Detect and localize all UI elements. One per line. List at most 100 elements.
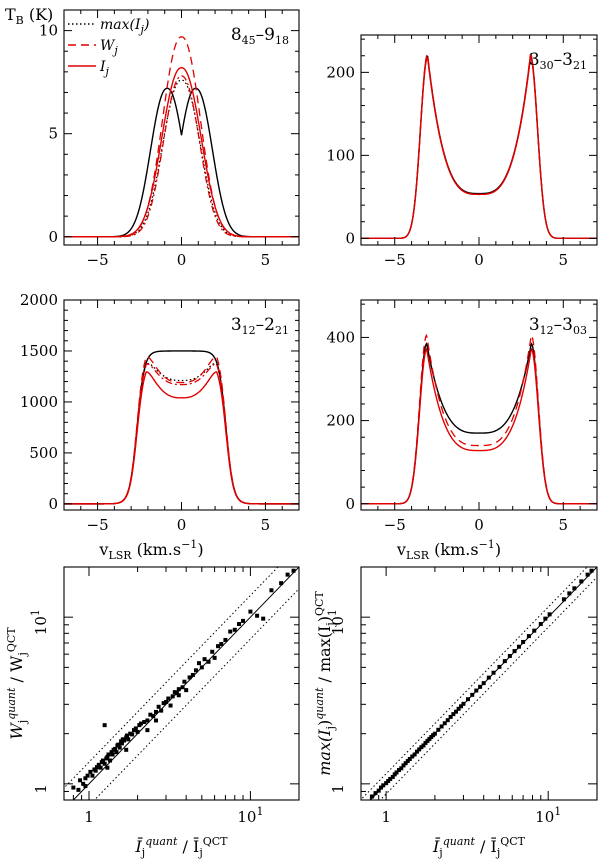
data-point <box>125 733 130 738</box>
data-point <box>432 731 437 736</box>
data-point <box>102 723 107 728</box>
data-point <box>439 724 444 729</box>
data-point <box>96 762 101 767</box>
y-tick-label: 100 <box>326 146 355 164</box>
series-line-p4-1 <box>361 333 597 505</box>
ratio-sup: quant <box>145 835 178 848</box>
title-sub: B <box>16 14 24 27</box>
data-point <box>159 708 164 713</box>
data-point <box>93 768 98 773</box>
scatter-y-title-left: Wjquant / WjQCT <box>5 627 29 740</box>
x-tick-label: 5 <box>261 516 271 534</box>
data-point <box>142 720 147 725</box>
ratio-base: Ī <box>432 836 441 856</box>
data-point <box>585 572 590 577</box>
transition-sub: 03 <box>573 324 587 337</box>
data-point <box>459 704 464 709</box>
y-tick-label: 10 <box>39 22 58 40</box>
data-point <box>376 788 381 793</box>
x-tick-label: 0 <box>177 516 187 534</box>
data-point <box>145 728 150 733</box>
transition-upper: 3 <box>529 50 540 70</box>
data-point <box>526 634 531 639</box>
scatter-y-title-right: max(Ij)quant / max(Ij)QCT <box>313 591 337 776</box>
ratio-sub: j <box>16 652 29 657</box>
x-tick-label: 0 <box>474 251 484 269</box>
transition-label: 330–321 <box>529 50 587 72</box>
data-point <box>478 684 483 689</box>
data-point <box>148 712 153 717</box>
series-line-p1-4 <box>64 67 299 238</box>
ratio-slash: / <box>177 837 193 856</box>
panel-p5 <box>63 566 300 801</box>
data-point <box>153 718 158 723</box>
data-point <box>291 568 296 573</box>
data-point <box>124 747 129 752</box>
data-point <box>202 657 207 662</box>
data-point <box>122 738 127 743</box>
ratio-sup: quant <box>443 835 476 848</box>
tick-base: 10 <box>535 808 554 826</box>
legend-main: I <box>99 59 106 75</box>
transition-lower: –2 <box>256 315 275 335</box>
data-point <box>507 653 512 658</box>
legend-sub: j <box>138 23 145 36</box>
series-group <box>64 36 299 238</box>
title-sub: LSR <box>108 549 132 562</box>
data-point <box>454 709 459 714</box>
scatter-x-title-left: Ījquant / ĪjQCT <box>134 835 228 859</box>
transition-sub: 30 <box>540 59 554 72</box>
y-axis-title-top: TB (K) <box>5 5 53 27</box>
series-group <box>64 350 299 505</box>
data-point <box>219 642 224 647</box>
y-tick-label: 101 <box>326 609 347 635</box>
data-point <box>81 781 86 786</box>
series-line-p2-1 <box>361 53 597 240</box>
data-point <box>174 691 179 696</box>
data-point <box>421 743 426 748</box>
tick-exponent: 1 <box>29 609 42 616</box>
data-point <box>379 785 384 790</box>
data-point <box>190 672 195 677</box>
series-line-p2-0 <box>361 55 597 240</box>
data-point <box>90 773 95 778</box>
data-point <box>589 568 594 573</box>
series-line-p3-2 <box>64 356 299 505</box>
data-point <box>182 679 187 684</box>
ratio-sup: QCT <box>203 835 228 848</box>
y-tick-label: 101 <box>29 609 50 635</box>
title-close: ) <box>495 540 501 559</box>
data-point <box>451 712 456 717</box>
ratio-close: ) <box>315 720 334 726</box>
data-point <box>109 750 114 755</box>
data-point <box>180 685 185 690</box>
y-tick-label: 1 <box>32 784 50 794</box>
x-tick-label: 0 <box>474 516 484 534</box>
data-point <box>396 768 401 773</box>
data-point <box>388 776 393 781</box>
data-point <box>98 765 103 770</box>
data-point <box>370 794 375 799</box>
ratio-sup: QCT <box>313 591 326 616</box>
data-point <box>399 766 404 771</box>
data-point <box>403 761 408 766</box>
data-point <box>116 742 121 747</box>
tick-base: 10 <box>237 808 256 826</box>
data-point <box>373 791 378 796</box>
data-point <box>381 783 386 788</box>
ratio-base: W <box>7 655 26 672</box>
data-point <box>423 740 428 745</box>
data-point <box>579 579 584 584</box>
x-tick-label: −5 <box>384 251 406 269</box>
panel-p2: 330–321 <box>360 34 598 246</box>
data-point <box>119 741 124 746</box>
data-point <box>405 759 410 764</box>
ratio-base: Ī <box>490 836 496 856</box>
ratio-base: max(I <box>315 626 334 672</box>
data-point <box>417 747 422 752</box>
title-main: v <box>396 540 406 559</box>
x-tick-label: −5 <box>87 251 109 269</box>
y-tick-label: 500 <box>29 444 58 462</box>
transition-sub: 12 <box>540 324 554 337</box>
